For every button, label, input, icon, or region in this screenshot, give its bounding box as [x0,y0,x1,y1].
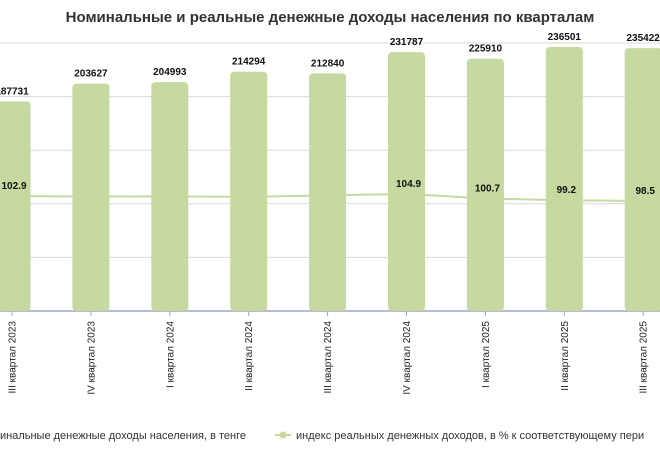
x-tick-label: I квартал 2024 [165,321,176,388]
x-tick-label: II квартал 2025 [560,321,571,391]
legend-item-bars[interactable]: инальные денежные доходы населения, в те… [0,430,246,442]
line-value-label: 100.7 [475,184,500,195]
bar-value-label: 236501 [548,32,582,43]
bar-value-label: 225910 [469,44,503,55]
line-point [87,193,95,201]
bar [466,58,504,312]
line-point [481,195,489,203]
bar-value-label: 187731 [0,86,29,97]
legend-item-index[interactable]: индекс реальных денежных доходов, в % к … [296,430,644,442]
line-point [403,190,410,198]
line-value-label: 99.2 [557,185,577,196]
x-tick-label: III квартал 2025 [639,321,650,394]
x-tick-label: I квартал 2025 [481,321,492,388]
line-point [560,196,568,204]
line-point [639,197,647,205]
line-point [245,193,253,201]
chart-title: Номинальные и реальные денежные доходы н… [65,9,595,26]
x-axis-ticks: III квартал 2023 IV квартал 2023 I квартал… [8,311,650,395]
line-point [8,192,16,200]
x-tick-label: IV квартал 2023 [86,321,97,395]
bar [624,48,660,311]
bar [0,101,31,311]
legend-point-marker [279,431,287,439]
line-value-label: 98.5 [635,186,655,197]
line-point [324,191,332,199]
bar-value-label: 212840 [311,58,345,69]
bar [388,52,425,312]
bar-series [0,46,660,312]
x-tick-label: III квартал 2023 [8,321,19,394]
line-value-label: 104.9 [396,179,421,190]
line-point [166,192,174,200]
bar-value-label: 235422 [627,33,660,44]
bar [545,46,583,311]
data-labels: 187731 203627 204993 214294 212840 231787 2259… [0,32,660,197]
x-tick-label: IV квартал 2024 [402,321,413,395]
x-tick-label: III квартал 2024 [323,321,334,394]
bar [230,71,268,311]
bar-value-label: 214294 [232,57,266,68]
legend: инальные денежные доходы населения, в те… [0,430,644,442]
line-series [8,190,647,205]
x-tick-label: II квартал 2024 [244,321,255,391]
bar-value-label: 204993 [153,67,187,78]
bar-value-label: 231787 [390,37,424,48]
line-value-label: 102.9 [1,181,26,192]
bar-value-label: 203627 [74,69,108,80]
